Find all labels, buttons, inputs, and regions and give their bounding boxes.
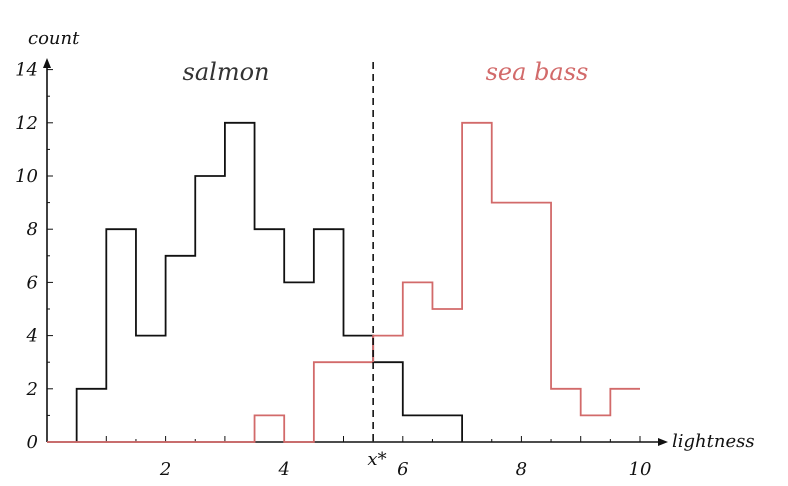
bin-sea-bass <box>551 389 581 442</box>
bin-sea-bass <box>610 389 640 442</box>
bin-sea-bass <box>373 336 403 442</box>
bin-sea-bass <box>344 362 374 442</box>
x-axis-arrow <box>658 438 668 446</box>
series-layer <box>47 121 640 443</box>
bin-salmon <box>106 229 136 442</box>
y-tick-label: 12 <box>15 113 38 134</box>
y-tick-label: 6 <box>27 272 38 293</box>
bin-salmon <box>255 229 285 442</box>
threshold-label: x* <box>367 449 386 470</box>
series-line-salmon <box>75 121 463 442</box>
bin-salmon <box>77 389 107 442</box>
bin-salmon <box>284 282 314 442</box>
y-axis-arrow <box>43 58 51 68</box>
bin-salmon <box>225 123 255 442</box>
x-tick-label: 6 <box>397 459 408 480</box>
x-tick-label: 2 <box>159 459 171 480</box>
x-tick-label: 10 <box>629 459 652 480</box>
y-tick-label: 0 <box>27 432 38 453</box>
bin-salmon <box>136 336 166 442</box>
y-tick-label: 4 <box>26 326 38 347</box>
x-tick-label: 8 <box>516 459 527 480</box>
bin-salmon <box>195 176 225 442</box>
tick-labels: 2 4 6 8 10 0 2 4 6 8 10 12 14 <box>15 60 651 480</box>
bin-sea-bass <box>255 415 285 442</box>
bin-sea-bass <box>521 203 551 442</box>
y-axis-title: count <box>28 28 80 49</box>
series-label-salmon: salmon <box>183 58 270 86</box>
bin-sea-bass <box>403 282 433 442</box>
bin-salmon <box>166 256 196 442</box>
y-tick-label: 10 <box>15 166 38 187</box>
bin-sea-bass <box>492 203 522 442</box>
x-tick-label: 4 <box>277 459 289 480</box>
series-label-sea-bass: sea bass <box>486 58 589 86</box>
series-line-sea-bass <box>47 121 640 443</box>
y-tick-label: 2 <box>26 379 38 400</box>
x-axis-title: lightness <box>672 431 755 452</box>
y-tick-label: 14 <box>15 60 38 81</box>
bin-sea-bass <box>581 415 611 442</box>
bin-sea-bass <box>462 123 492 442</box>
bin-sea-bass <box>432 309 462 442</box>
y-tick-label: 8 <box>27 219 38 240</box>
bin-sea-bass <box>314 362 344 442</box>
